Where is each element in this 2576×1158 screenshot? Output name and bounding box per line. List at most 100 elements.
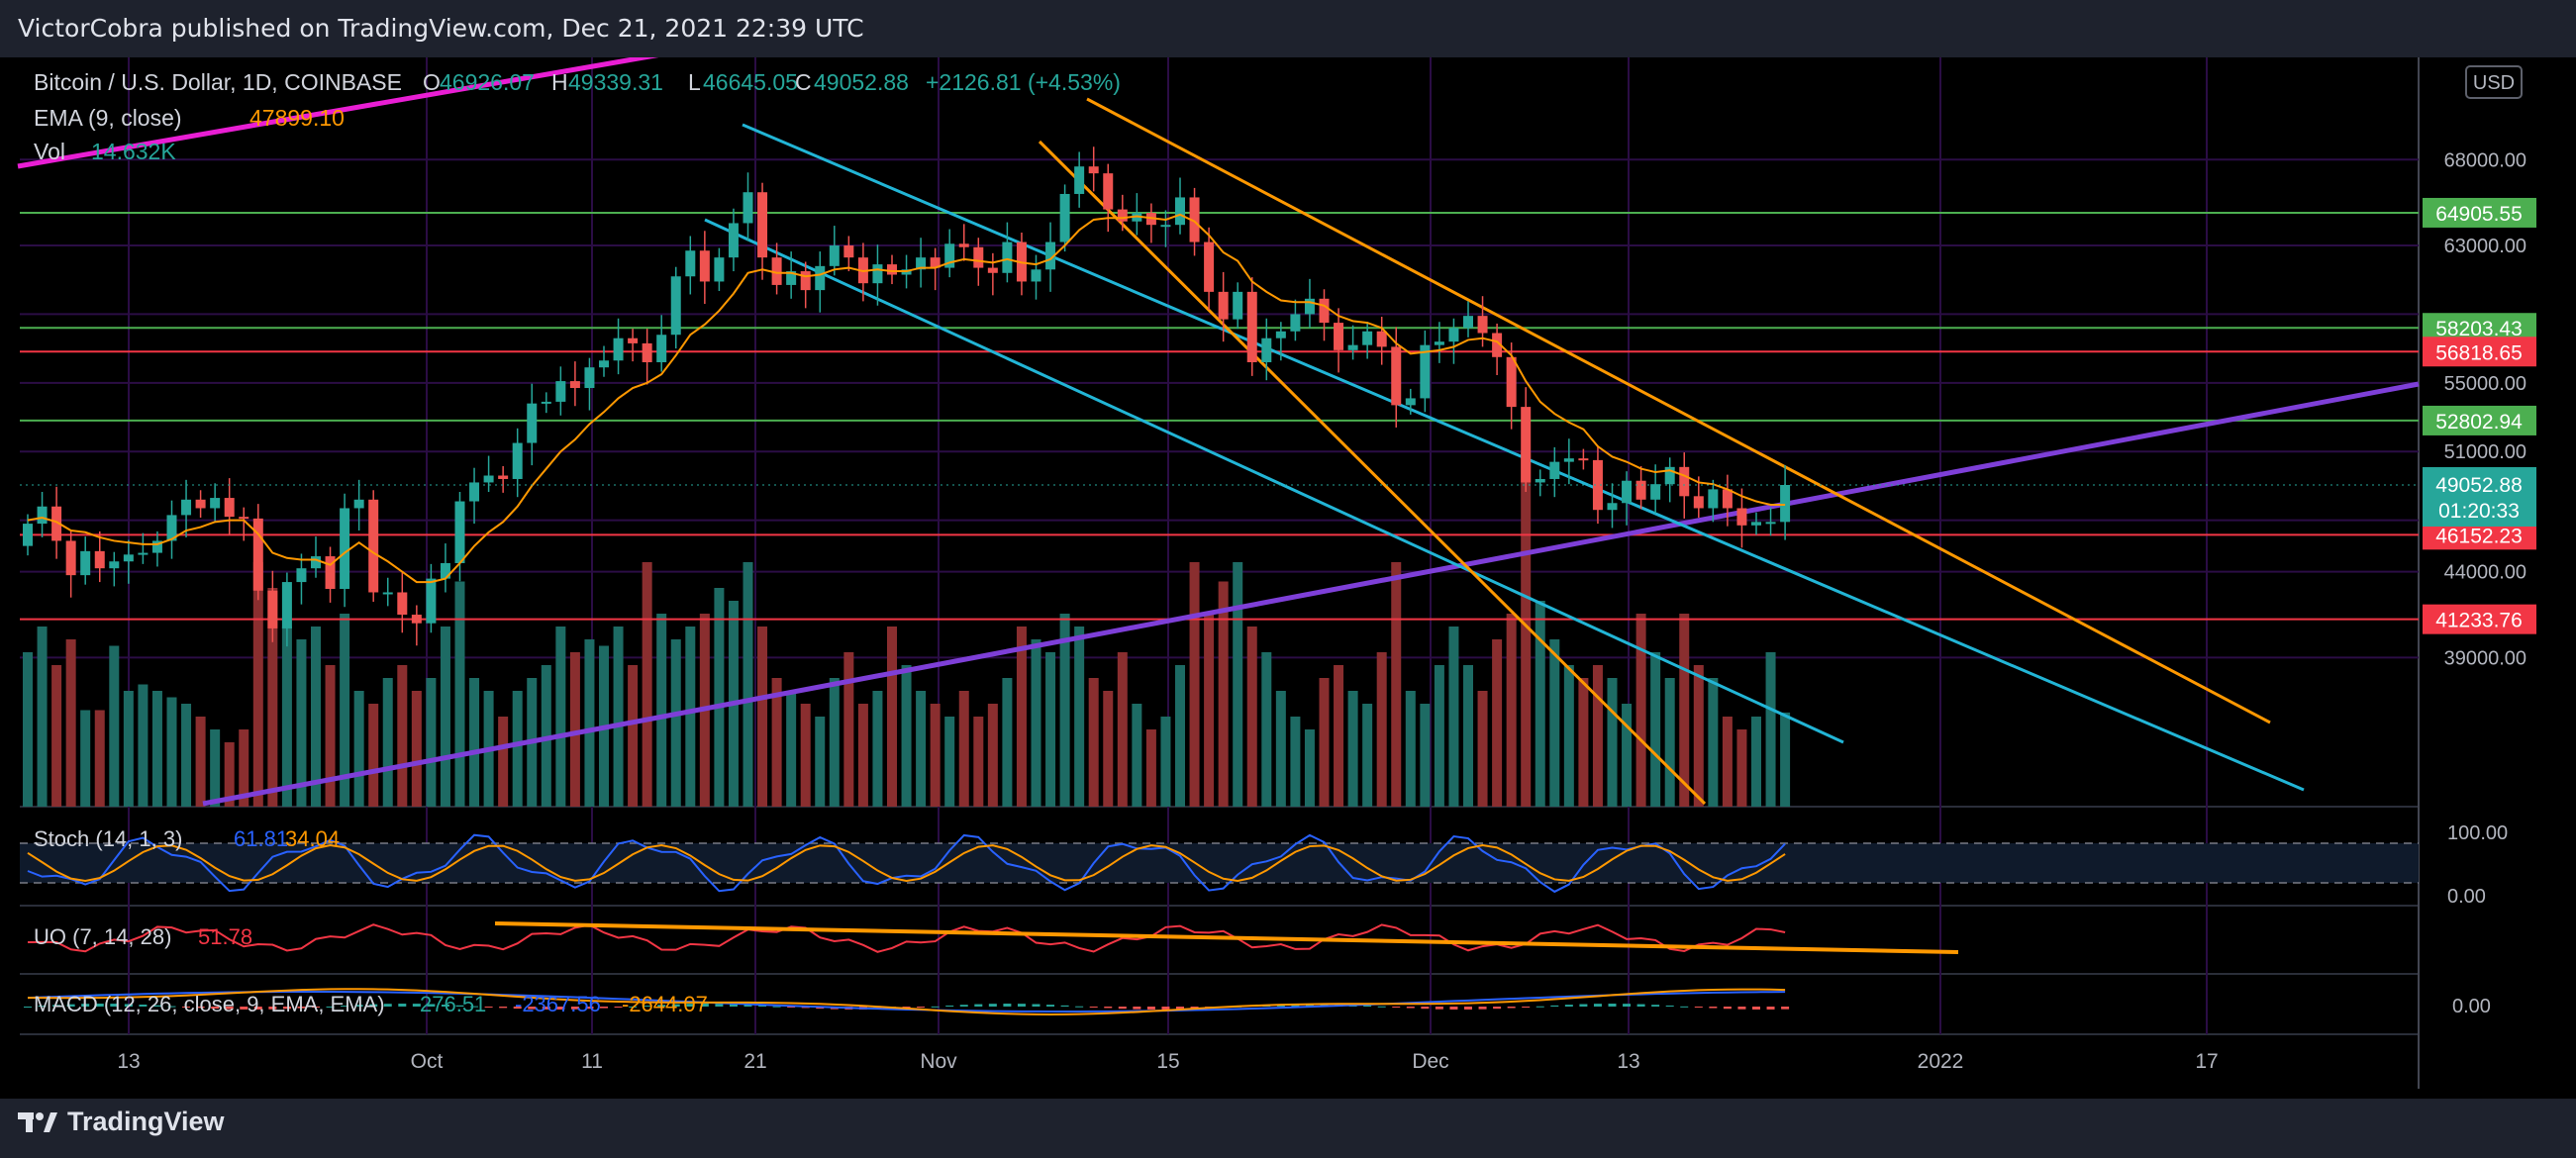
volume-bar	[1549, 639, 1560, 807]
macd-histogram-bar	[383, 1004, 392, 1007]
volume-bar	[1204, 614, 1215, 807]
price-tick: 55000.00	[2444, 373, 2526, 395]
svg-text:51.78: 51.78	[198, 924, 252, 949]
candle-body	[829, 245, 840, 266]
macd-histogram-bar	[1579, 1004, 1588, 1007]
volume-bar	[469, 678, 480, 807]
candle-body	[1693, 496, 1704, 509]
candle-body	[1592, 459, 1603, 511]
volume-bar	[1074, 627, 1085, 807]
last-price-badge: 49052.88 01:20:33	[2423, 467, 2536, 527]
svg-text:46926.07: 46926.07	[440, 69, 535, 95]
candle-body	[109, 561, 120, 569]
candle-body	[1261, 338, 1272, 362]
candle-body	[1160, 225, 1171, 228]
macd-histogram-bar	[499, 1007, 508, 1009]
macd-histogram-bar	[1377, 1006, 1386, 1008]
volume-bar	[1016, 627, 1027, 807]
macd-histogram-bar	[196, 1007, 205, 1009]
candle-body	[1751, 522, 1761, 526]
candle-body	[483, 475, 494, 483]
volume-bar	[1679, 614, 1690, 807]
macd-histogram-bar	[1665, 1005, 1674, 1007]
svg-text:L: L	[688, 69, 701, 95]
volume-bar	[1693, 665, 1704, 807]
tradingview-logo[interactable]: TradingView	[18, 1107, 225, 1137]
macd-histogram-bar	[312, 1007, 320, 1008]
candle-body	[555, 381, 566, 402]
volume-bar	[786, 691, 797, 807]
macd-histogram-bar	[1694, 1007, 1703, 1008]
candle-body	[311, 556, 321, 569]
level-badge	[2423, 337, 2536, 367]
volume-bar	[656, 614, 667, 807]
candle-body	[1074, 166, 1085, 194]
volume-bar	[1578, 678, 1589, 807]
candle-body	[1607, 503, 1618, 511]
candle-body	[195, 499, 206, 509]
volume-bar	[901, 665, 912, 807]
candle-body	[541, 401, 551, 404]
volume-bar	[252, 562, 263, 807]
candle-body	[1535, 478, 1545, 483]
macd-histogram-bar	[167, 1006, 176, 1008]
candle-body	[512, 442, 523, 479]
candle-body	[916, 257, 927, 270]
volume-bar	[426, 678, 437, 807]
candle-body	[843, 245, 854, 258]
currency-button[interactable]: USD	[2465, 65, 2523, 99]
candle-body	[239, 517, 249, 520]
price-tick: 63000.00	[2444, 236, 2526, 257]
volume-bar	[1132, 704, 1142, 807]
volume-bar	[973, 717, 984, 807]
candle-body	[440, 562, 450, 579]
macd-histogram-bar	[1522, 1007, 1531, 1008]
volume-bar	[1765, 652, 1776, 807]
candle-body	[397, 592, 408, 616]
volume-bar	[498, 717, 509, 807]
cyan-lower-channel	[704, 218, 1844, 744]
candle-body	[757, 192, 768, 258]
macd-histogram-bar	[715, 1004, 724, 1007]
candle-body	[1622, 480, 1633, 504]
time-tick: 13	[1617, 1050, 1639, 1073]
volume-bar	[1290, 717, 1301, 807]
macd-histogram-bar	[139, 1004, 148, 1007]
volume-bar	[1347, 691, 1358, 807]
svg-text:+2126.81 (+4.53%): +2126.81 (+4.53%)	[926, 69, 1121, 95]
macd-pane: MACD (12, 26, close, 9, EMA, EMA) 276.51…	[24, 988, 2491, 1017]
macd-histogram-bar	[1118, 1007, 1127, 1010]
candle-body	[1448, 328, 1459, 342]
macd-histogram-bar	[1550, 1005, 1559, 1007]
volume-bar	[613, 627, 624, 807]
price-chart[interactable]: 68000.0063000.0055000.0051000.0047000.00…	[0, 57, 2576, 1099]
volume-bar	[296, 639, 307, 807]
candle-body	[1780, 485, 1791, 523]
candle-body	[80, 550, 91, 576]
candle-body	[1521, 407, 1532, 483]
candle-body	[1059, 193, 1070, 242]
macd-histogram-bar	[412, 1004, 421, 1007]
volume-bar	[454, 581, 465, 807]
macd-histogram-bar	[671, 1004, 680, 1007]
svg-text:O: O	[423, 69, 441, 95]
volume-bar	[65, 639, 76, 807]
macd-histogram-bar	[240, 1007, 248, 1010]
macd-histogram-bar	[81, 1004, 90, 1007]
macd-histogram-bar	[1507, 1007, 1516, 1009]
macd-histogram-bar	[1564, 1005, 1573, 1007]
candle-body	[1405, 398, 1416, 406]
time-tick: 11	[581, 1050, 603, 1073]
candle-body	[613, 338, 624, 361]
purple-support-line	[202, 381, 2420, 807]
volume-bar	[210, 729, 221, 807]
macd-histogram-bar	[1478, 1007, 1487, 1010]
volume-bar	[37, 627, 48, 807]
candle-body	[642, 342, 652, 362]
candle-body	[1290, 314, 1301, 332]
macd-histogram-bar	[700, 1004, 709, 1007]
macd-histogram-bar	[52, 1005, 61, 1007]
macd-histogram-bar	[1146, 1007, 1155, 1010]
volume-bar	[1362, 704, 1373, 807]
publish-info: VictorCobra published on TradingView.com…	[18, 14, 864, 43]
